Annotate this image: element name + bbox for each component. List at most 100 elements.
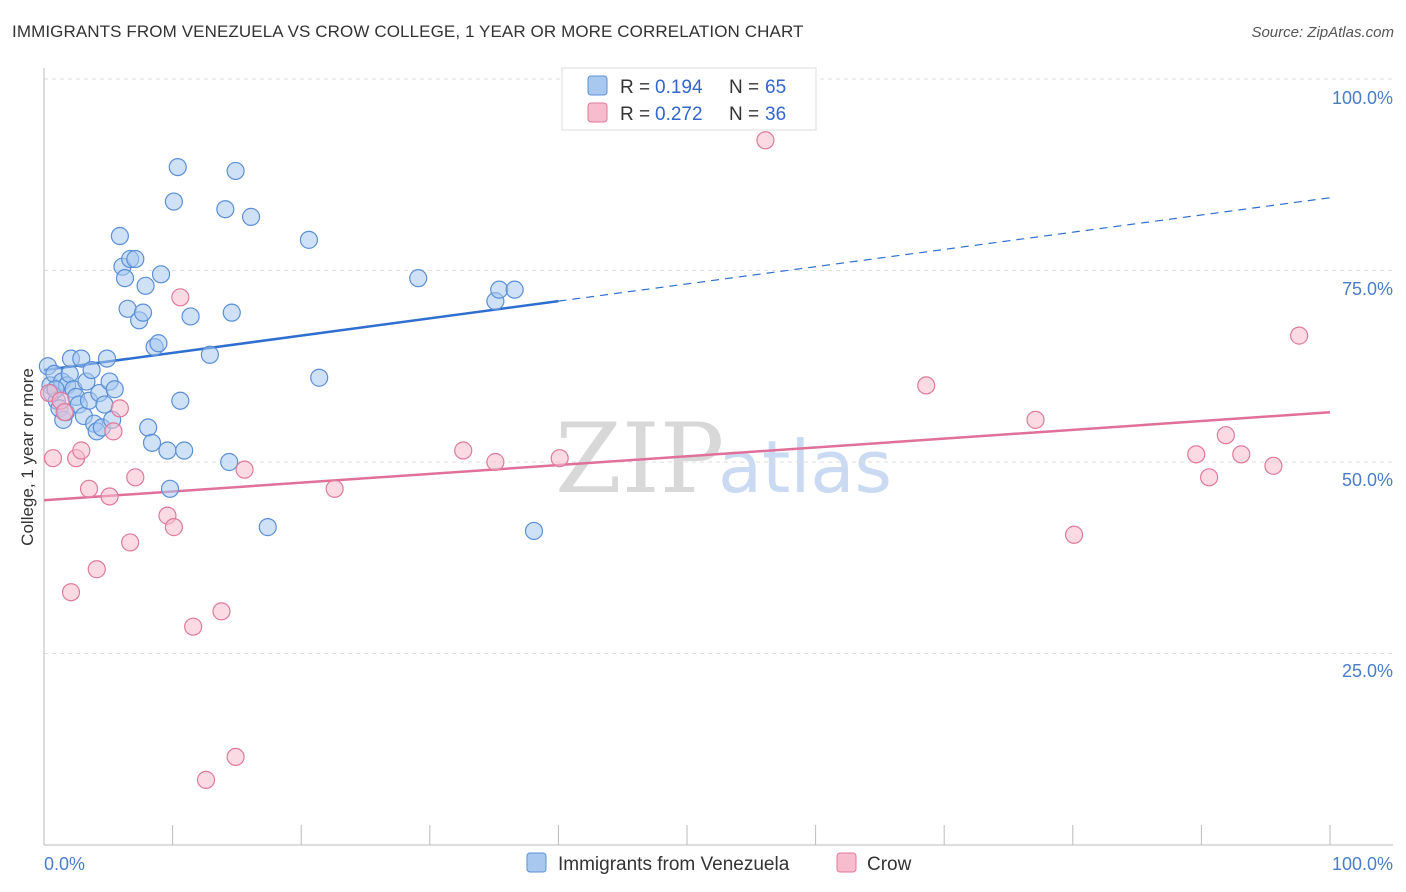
point-venezuela <box>226 161 245 181</box>
legend-n-value-crow: 36 <box>765 104 786 125</box>
y-tick-label-100: 100.0% <box>1332 88 1393 108</box>
point-venezuela <box>139 418 158 437</box>
point-crow <box>1200 468 1219 487</box>
point-crow <box>55 403 74 422</box>
legend-r-label-venezuela: R = <box>620 77 650 98</box>
legend-r-label-crow: R = <box>620 104 650 125</box>
axes <box>43 68 1393 846</box>
point-crow <box>100 487 119 506</box>
point-crow <box>87 560 106 579</box>
trend-line-venezuela-extension <box>558 197 1331 302</box>
point-venezuela <box>133 303 153 322</box>
legend-r-value-crow: 0.272 <box>655 104 703 125</box>
point-crow <box>1290 326 1309 345</box>
stats-legend: R = 0.194 N = 65 R = 0.272 N = 36 <box>561 67 817 131</box>
point-venezuela <box>110 226 129 246</box>
point-crow <box>126 468 145 487</box>
y-tick-label-50: 50.0% <box>1342 470 1393 490</box>
point-crow <box>61 583 81 602</box>
point-venezuela <box>115 269 135 288</box>
point-venezuela <box>151 265 171 284</box>
point-crow <box>454 441 473 460</box>
data-points <box>38 131 1309 789</box>
series-legend-label-venezuela: Immigrants from Venezuela <box>558 854 790 875</box>
point-crow <box>121 533 140 552</box>
point-venezuela <box>82 360 101 380</box>
legend-n-label-crow: N = <box>729 104 759 125</box>
trend-line-crow <box>43 410 1331 502</box>
point-crow <box>212 602 231 621</box>
legend-n-value-venezuela: 65 <box>765 77 786 98</box>
point-venezuela <box>149 334 168 353</box>
point-venezuela <box>175 441 194 460</box>
y-tick-label-25: 25.0% <box>1342 661 1393 681</box>
point-crow <box>550 449 569 468</box>
point-venezuela <box>136 276 155 295</box>
legend-n-label-venezuela: N = <box>729 77 759 98</box>
x-tick-label-0: 0.0% <box>44 854 85 874</box>
x-tick-label-100: 100.0% <box>1332 854 1393 874</box>
point-venezuela <box>216 200 235 219</box>
point-venezuela <box>105 380 124 399</box>
point-venezuela <box>72 349 91 368</box>
chart-title: IMMIGRANTS FROM VENEZUELA VS CROW COLLEG… <box>12 22 804 41</box>
point-venezuela <box>222 303 241 322</box>
point-crow <box>917 376 936 395</box>
trend-lines <box>43 197 1331 502</box>
y-tick-label-75: 75.0% <box>1342 279 1393 299</box>
point-venezuela <box>524 521 544 541</box>
source-credit: Source: ZipAtlas.com <box>1251 24 1394 41</box>
series-legend-swatch-crow <box>836 852 857 873</box>
point-crow <box>184 617 203 636</box>
point-crow <box>196 770 216 789</box>
point-crow <box>1232 445 1251 464</box>
point-crow <box>1064 525 1084 544</box>
point-crow <box>1264 456 1283 475</box>
point-crow <box>226 747 245 767</box>
point-venezuela <box>241 207 261 226</box>
series-legend-swatch-venezuela <box>526 852 547 873</box>
point-crow <box>43 449 63 468</box>
point-venezuela <box>168 157 187 177</box>
point-venezuela <box>97 349 117 368</box>
point-venezuela <box>171 391 190 410</box>
point-venezuela <box>160 479 180 498</box>
point-crow <box>325 479 344 498</box>
point-crow <box>79 479 99 498</box>
legend-swatch-crow <box>587 102 608 123</box>
point-venezuela <box>409 269 428 288</box>
point-venezuela <box>60 364 79 384</box>
point-crow <box>104 422 123 441</box>
point-venezuela <box>200 345 219 364</box>
point-crow <box>1187 445 1206 464</box>
point-crow <box>72 441 91 460</box>
series-legend-label-crow: Crow <box>867 854 912 875</box>
point-venezuela <box>142 433 162 452</box>
series-legend: Immigrants from Venezuela Crow <box>526 852 912 875</box>
point-crow <box>164 518 183 537</box>
legend-r-value-venezuela: 0.194 <box>655 77 703 98</box>
legend-swatch-venezuela <box>587 75 608 96</box>
point-venezuela <box>258 518 277 537</box>
point-venezuela <box>310 368 329 387</box>
watermark-atlas: atlas <box>718 425 892 509</box>
point-venezuela <box>164 192 183 211</box>
point-venezuela <box>158 441 177 460</box>
point-venezuela <box>490 280 509 299</box>
point-venezuela <box>126 249 145 269</box>
point-crow <box>235 460 254 479</box>
point-venezuela <box>95 395 114 414</box>
point-crow <box>171 288 190 307</box>
point-venezuela <box>505 280 524 299</box>
trend-line-venezuela <box>43 299 559 372</box>
point-crow <box>110 399 129 418</box>
point-venezuela <box>181 307 200 326</box>
y-axis-label: College, 1 year or more <box>18 368 37 546</box>
point-crow <box>756 131 775 150</box>
point-crow <box>1026 410 1045 429</box>
point-crow <box>1216 426 1235 445</box>
gridlines <box>44 78 1393 654</box>
point-crow <box>486 452 505 472</box>
point-venezuela <box>220 452 239 472</box>
